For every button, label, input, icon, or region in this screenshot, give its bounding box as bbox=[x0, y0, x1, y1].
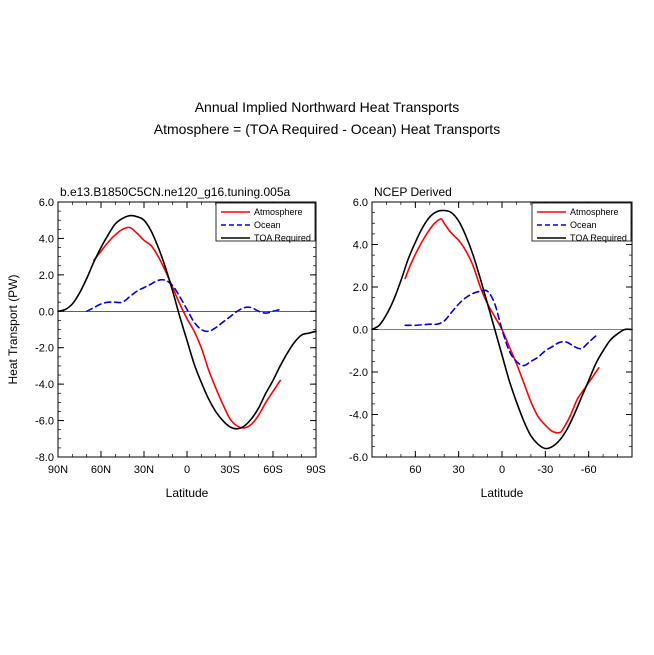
panel1-y-tick-label: 2.0 bbox=[39, 270, 54, 282]
chart-title: Annual Implied Northward Heat Transports bbox=[194, 99, 460, 115]
panel2-y-tick-label: 6.0 bbox=[353, 197, 368, 209]
panel2-series-line-toa-required bbox=[371, 209, 633, 450]
panel2-y-tick-label: 4.0 bbox=[353, 240, 368, 252]
panel2-legend-label: Atmosphere bbox=[570, 207, 619, 217]
panel1-series-line-toa-required bbox=[57, 214, 317, 430]
panel1-y-tick-label: 6.0 bbox=[39, 197, 54, 209]
panel1-x-tick-label: 60N bbox=[91, 464, 111, 476]
panel1-y-tick-label: -6.0 bbox=[35, 416, 54, 428]
panel1-x-axis-label: Latitude bbox=[166, 486, 209, 500]
panel1-y-tick-label: -4.0 bbox=[35, 379, 54, 391]
panel2-series-line-atmosphere bbox=[404, 218, 600, 434]
panel1-x-tick-label: 90S bbox=[306, 464, 326, 476]
panel1-legend-label: Ocean bbox=[254, 220, 281, 230]
panel2-legend-label: TOA Required bbox=[570, 233, 627, 243]
panel2-x-tick-label: -30 bbox=[537, 464, 553, 476]
panel2-x-tick-label: 0 bbox=[499, 464, 505, 476]
panel1-legend-label: Atmosphere bbox=[254, 207, 303, 217]
panel2-y-tick-label: 0.0 bbox=[353, 325, 368, 337]
panel1-x-tick-label: 60S bbox=[263, 464, 283, 476]
panel1-panel-title: b.e13.B1850C5CN.ne120_g16.tuning.005a bbox=[60, 185, 291, 199]
panel2-y-tick-label: -2.0 bbox=[349, 367, 368, 379]
panel1-legend-label: TOA Required bbox=[254, 233, 311, 243]
panel1-y-tick-label: -2.0 bbox=[35, 343, 54, 355]
panel2-panel-title: NCEP Derived bbox=[374, 185, 452, 199]
panel1-x-tick-label: 30N bbox=[134, 464, 154, 476]
panel1-legend-box bbox=[215, 202, 316, 242]
panel1-y-tick-label: 0.0 bbox=[39, 306, 54, 318]
panel2-x-tick-label: 60 bbox=[409, 464, 421, 476]
panel1-x-tick-label: 0 bbox=[184, 464, 190, 476]
panel1-x-tick-label: 30S bbox=[220, 464, 240, 476]
panel2-legend-box bbox=[531, 202, 632, 242]
panel2-y-tick-label: -6.0 bbox=[349, 452, 368, 464]
panel2-x-axis-label: Latitude bbox=[481, 486, 524, 500]
panel2-x-tick-label: -60 bbox=[581, 464, 597, 476]
panel2-y-tick-label: 2.0 bbox=[353, 282, 368, 294]
chart-subtitle: Atmosphere = (TOA Required - Ocean) Heat… bbox=[153, 121, 501, 137]
panel1-series-line-atmosphere bbox=[93, 226, 281, 429]
panel2-y-tick-label: -4.0 bbox=[349, 410, 368, 422]
panel1-series-line-ocean bbox=[85, 278, 281, 333]
panel2-series-line-ocean bbox=[404, 289, 597, 367]
panel1-x-tick-label: 90N bbox=[48, 464, 68, 476]
panel2-x-tick-label: 30 bbox=[453, 464, 465, 476]
panel1-y-tick-label: -8.0 bbox=[35, 452, 54, 464]
panel2-legend-label: Ocean bbox=[570, 220, 597, 230]
panel1-y-tick-label: 4.0 bbox=[39, 233, 54, 245]
panel1-y-axis-label: Heat Transport (PW) bbox=[6, 274, 20, 384]
